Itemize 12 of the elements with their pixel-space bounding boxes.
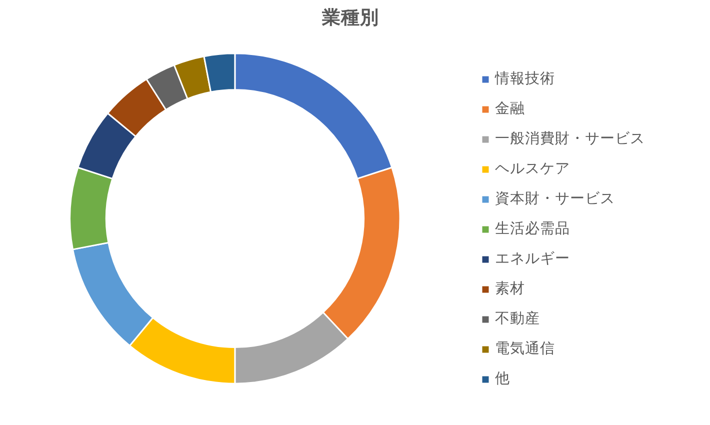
legend-label: 金融 (495, 99, 525, 118)
legend-label: 素材 (495, 279, 525, 298)
legend-label: エネルギー (495, 249, 570, 268)
chart-title: 業種別 (321, 8, 379, 28)
legend-label: 他 (495, 369, 511, 388)
legend-label: ヘルスケア (495, 159, 570, 178)
legend-label: 情報技術 (495, 69, 555, 88)
legend-label: 生活必需品 (495, 219, 570, 238)
legend-label: 不動産 (495, 309, 540, 328)
legend-label: 電気通信 (495, 339, 555, 358)
legend-label: 資本財・サービス (495, 189, 615, 208)
legend-label: 一般消費財・サービス (495, 129, 645, 148)
